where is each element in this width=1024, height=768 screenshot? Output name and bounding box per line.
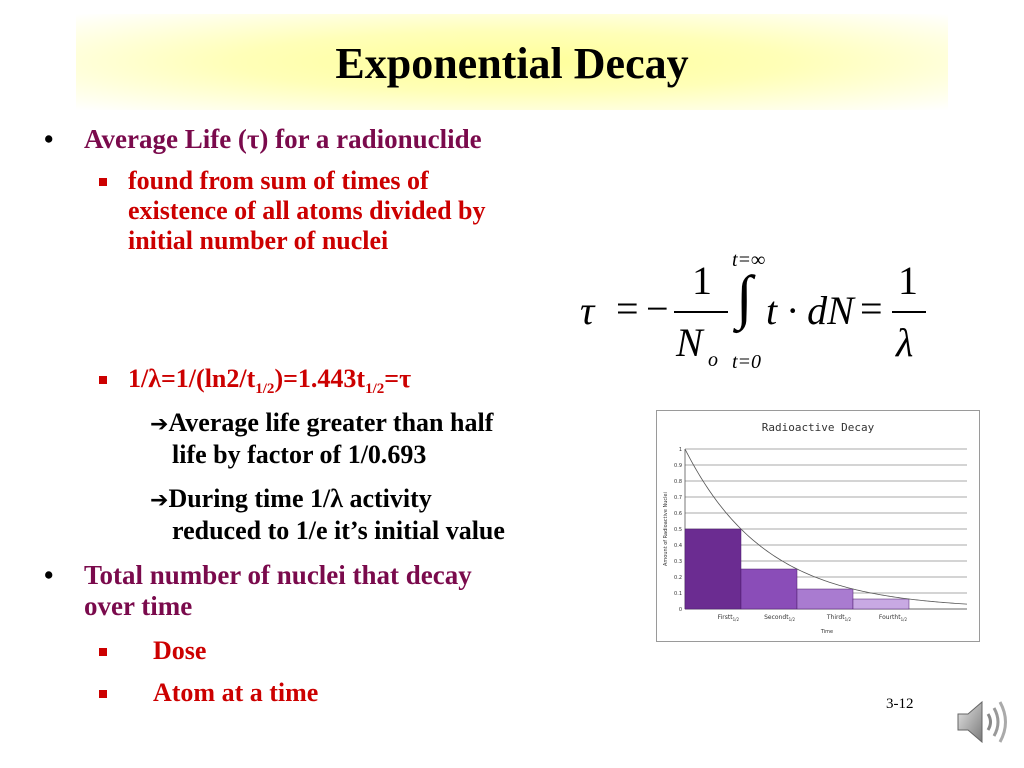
bar	[740, 568, 798, 610]
bullet-total-nuclei: Total number of nuclei that decay over t…	[84, 560, 472, 621]
bullet-dot: •	[44, 124, 54, 154]
y-tick-label: 1	[679, 447, 682, 453]
sub-bullet-relation: 1/λ=1/(ln2/t1/2)=1.443t1/2=τ	[128, 364, 412, 398]
title-band	[76, 14, 948, 110]
y-tick-label: 0.9	[674, 463, 682, 469]
sub-bullet-found-from: found from sum of times of existence of …	[128, 166, 486, 255]
y-tick-label: 0	[679, 607, 682, 613]
radioactive-decay-chart: Radioactive Decay 0 0.1 0.2 0.3 0.4 0.5 0.6 0.7 0…	[656, 410, 980, 642]
sub-bullet-atom: Atom at a time	[153, 678, 319, 707]
fraction-bar	[892, 311, 926, 313]
bar	[852, 598, 910, 610]
y-tick-label: 0.5	[674, 527, 682, 533]
y-tick-label: 0.3	[674, 559, 682, 565]
x-tick-label: Firstt1/2	[718, 614, 740, 622]
arrow-right-icon: ➔	[150, 412, 169, 437]
square-bullet	[99, 690, 107, 698]
slide-title: Exponential Decay	[335, 39, 689, 88]
square-bullet	[99, 178, 107, 186]
x-tick-label: Thirdt1/2	[826, 614, 852, 622]
arrow-bullet-during-time: ➔During time 1/λ activity reduced to 1/e…	[150, 484, 505, 545]
y-tick-label: 0.8	[674, 479, 682, 485]
y-tick-label: 0.7	[674, 495, 682, 501]
x-tick-label: Secondt1/2	[764, 614, 795, 622]
square-bullet	[99, 648, 107, 656]
integral-sign: ∫	[736, 264, 753, 330]
speaker-icon[interactable]	[954, 696, 1010, 753]
bar	[796, 588, 854, 610]
x-tick-label: Fourtht1/2	[879, 614, 908, 622]
x-axis-label: Time	[820, 629, 833, 635]
bullet-average-life: Average Life (τ) for a radionuclide	[84, 124, 482, 154]
y-tick-label: 0.4	[674, 543, 682, 549]
bar	[684, 528, 742, 610]
y-tick-label: 0.2	[674, 575, 682, 581]
chart-title: Radioactive Decay	[762, 421, 875, 434]
average-life-formula: τ = − 1 N o t=∞ ∫ t=0 t · dN = 1 λ	[570, 245, 970, 380]
chart-svg: Radioactive Decay 0 0.1 0.2 0.3 0.4 0.5 0.6 0.7 0…	[663, 421, 968, 635]
decay-curve	[684, 448, 968, 605]
arrow-bullet-average-life: ➔Average life greater than half life by …	[150, 408, 494, 469]
bullet-dot: •	[44, 560, 54, 590]
slide-number: 3-12	[886, 696, 914, 712]
formula-tau: τ	[580, 288, 595, 333]
y-axis-label: Amount of Radioactive Nuclei	[663, 492, 669, 566]
sub-bullet-dose: Dose	[153, 636, 207, 665]
fraction-bar	[674, 311, 728, 313]
arrow-right-icon: ➔	[150, 488, 169, 513]
y-tick-label: 0.1	[674, 591, 682, 597]
y-tick-label: 0.6	[674, 511, 682, 517]
square-bullet	[99, 376, 107, 384]
